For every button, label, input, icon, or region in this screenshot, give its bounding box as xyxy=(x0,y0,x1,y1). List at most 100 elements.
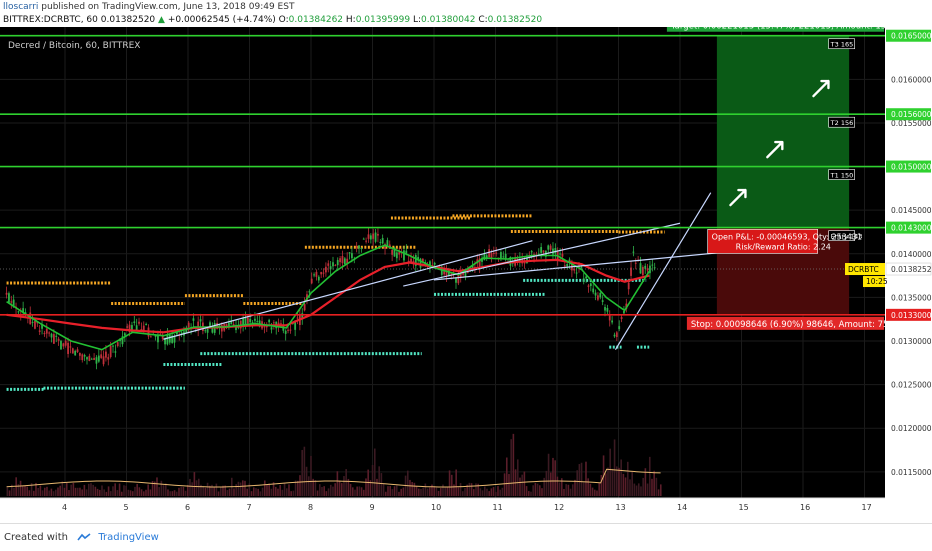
trend-line-steep[interactable] xyxy=(614,192,712,351)
candle-body xyxy=(481,257,483,262)
candle-body xyxy=(17,311,20,313)
volume-bar xyxy=(521,474,523,496)
time-tag-box xyxy=(863,276,885,288)
volume-bar xyxy=(107,486,110,496)
volume-bar xyxy=(497,486,499,496)
volume-bar xyxy=(380,473,383,496)
open-pl-box xyxy=(707,229,818,254)
volume-bar xyxy=(336,471,339,496)
volume-bar xyxy=(538,485,541,496)
volume-bar xyxy=(415,486,418,496)
close-label: C: xyxy=(478,15,488,25)
volume-bar xyxy=(600,474,603,496)
volume-bar xyxy=(312,478,314,496)
volume-bar xyxy=(147,484,149,496)
target-label: Target: 0.00221013 (15.47%) 221013, Amou… xyxy=(670,27,892,32)
volume-bar xyxy=(274,486,277,496)
volume-bar xyxy=(255,488,257,496)
candle-body xyxy=(79,353,81,356)
candle-body xyxy=(608,315,611,321)
volume-bar xyxy=(629,479,631,496)
volume-bar xyxy=(167,489,169,496)
volume-bar xyxy=(426,488,429,496)
volume-bar xyxy=(519,477,521,496)
candle-body xyxy=(308,291,311,293)
candle-body xyxy=(107,357,110,360)
volume-bar xyxy=(272,482,275,496)
volume-bar xyxy=(112,486,114,496)
candle-body xyxy=(246,317,249,324)
candle-body xyxy=(114,351,117,353)
position-tag-box xyxy=(828,38,855,50)
volume-bar xyxy=(400,488,402,496)
trend-line-mid[interactable] xyxy=(403,222,681,287)
volume-bar xyxy=(362,489,365,496)
trend-line-upper[interactable] xyxy=(433,251,727,281)
tradingview-logo-icon xyxy=(77,533,91,541)
volume-bar xyxy=(26,486,28,496)
x-tick-label: 5 xyxy=(124,503,129,512)
candle-body xyxy=(440,266,443,275)
volume-bar xyxy=(567,484,570,496)
candle-body xyxy=(140,329,143,331)
volume-bar xyxy=(574,479,576,496)
volume-bar xyxy=(615,466,618,496)
candle-body xyxy=(653,267,656,269)
candle-body xyxy=(45,328,48,334)
candle-body xyxy=(71,348,74,354)
candle-body xyxy=(310,278,313,284)
volume-bar xyxy=(24,485,26,496)
candle-body xyxy=(228,322,230,327)
volume-bar xyxy=(624,477,627,496)
trend-line-lower[interactable] xyxy=(163,240,533,340)
x-tick-label: 13 xyxy=(616,503,626,512)
candle-body xyxy=(554,248,557,254)
volume-bar xyxy=(450,474,453,496)
volume-bar xyxy=(657,489,660,496)
volume-bar xyxy=(72,482,75,496)
candle-body xyxy=(38,330,41,332)
candle-body xyxy=(211,327,214,333)
y-tick-label: 0.01550000 xyxy=(891,119,932,128)
author-link[interactable]: lloscarri xyxy=(3,2,39,12)
current-price-value: 0.01382520 xyxy=(891,265,932,274)
volume-bar xyxy=(268,483,270,496)
candle-body xyxy=(623,311,625,314)
candle-body xyxy=(126,326,129,328)
volume-bar xyxy=(215,483,218,496)
candle-body xyxy=(618,326,621,330)
price-axis xyxy=(885,27,932,498)
volume-bar xyxy=(604,473,607,496)
volume-bar xyxy=(373,448,376,496)
volume-bar xyxy=(151,481,154,496)
candle-body xyxy=(488,249,491,258)
volume-bar xyxy=(490,488,493,496)
volume-bar xyxy=(369,480,372,496)
up-arrow-icon xyxy=(812,79,830,98)
volume-bar xyxy=(486,488,488,496)
volume-bar xyxy=(294,480,297,496)
candle-body xyxy=(455,277,457,283)
volume-bar xyxy=(653,470,655,496)
volume-bar xyxy=(307,476,310,496)
candle-body xyxy=(50,333,53,338)
candle-body xyxy=(225,323,228,327)
volume-bar xyxy=(598,483,600,496)
y-tick-label: 0.01600000 xyxy=(891,75,932,84)
candle-body xyxy=(157,334,159,343)
candle-body xyxy=(296,317,299,319)
tradingview-brand[interactable]: TradingView xyxy=(98,532,159,543)
candle-body xyxy=(270,327,273,330)
volume-bar xyxy=(479,488,482,496)
price-line-tag xyxy=(886,308,931,321)
candle-body xyxy=(573,268,576,271)
candle-body xyxy=(306,294,308,301)
volume-bar xyxy=(635,485,638,496)
volume-bar xyxy=(475,483,477,496)
volume-bar xyxy=(197,478,200,496)
candle-body xyxy=(36,322,39,324)
volume-bar xyxy=(323,486,325,496)
candle-body xyxy=(398,252,401,255)
